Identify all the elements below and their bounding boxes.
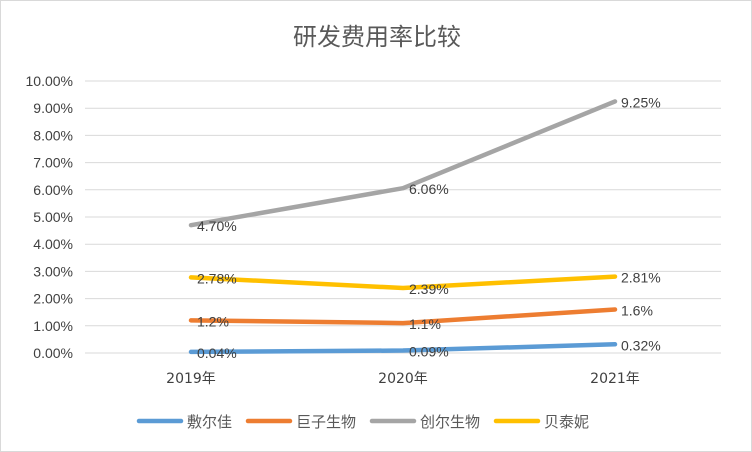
legend-label: 贝泰妮 xyxy=(544,413,589,431)
x-category-label: 2020年 xyxy=(378,371,428,387)
series-lines xyxy=(188,99,618,355)
data-label: 1.6% xyxy=(621,302,653,318)
data-label: 2.81% xyxy=(621,270,661,286)
data-label: 2.39% xyxy=(409,281,449,297)
y-tick-label: 4.00% xyxy=(33,236,73,252)
legend: 敷尔佳 巨子生物 创尔生物 贝泰妮 xyxy=(136,413,589,431)
y-tick-label: 6.00% xyxy=(33,182,73,198)
data-label: 4.70% xyxy=(197,218,237,234)
y-tick-label: 9.00% xyxy=(33,100,73,116)
data-label: 0.09% xyxy=(409,344,449,360)
gridlines xyxy=(85,80,721,354)
data-label: 1.1% xyxy=(409,316,441,332)
y-tick-label: 8.00% xyxy=(33,127,73,143)
y-tick-label: 2.00% xyxy=(33,291,73,307)
data-label: 2.78% xyxy=(197,270,237,286)
series-line-3 xyxy=(188,274,618,291)
y-tick-label: 0.00% xyxy=(33,345,73,361)
series-line-0 xyxy=(188,342,618,355)
legend-label: 巨子生物 xyxy=(296,413,356,431)
y-tick-label: 3.00% xyxy=(33,263,73,279)
y-tick-label: 7.00% xyxy=(33,155,73,171)
data-label: 6.06% xyxy=(409,181,449,197)
y-tick-label: 5.00% xyxy=(33,209,73,225)
y-axis-ticks: 0.00% 1.00% 2.00% 3.00% 4.00% 5.00% 6.00% 7.00%… xyxy=(26,73,73,361)
series-line-1 xyxy=(188,307,618,326)
x-category-label: 2021年 xyxy=(590,371,640,387)
data-label: 1.2% xyxy=(197,313,229,329)
data-label: 9.25% xyxy=(621,94,661,110)
y-tick-label: 1.00% xyxy=(33,318,73,334)
series-line-2 xyxy=(188,99,618,228)
legend-label: 创尔生物 xyxy=(420,413,480,431)
data-label: 0.04% xyxy=(197,345,237,361)
data-labels: 0.04% 0.09% 0.32% 1.2% 1.1% 1.6% 4.70% 6.06% 9.2… xyxy=(197,94,661,361)
data-label: 0.32% xyxy=(621,337,661,353)
legend-label: 敷尔佳 xyxy=(187,413,232,431)
x-axis-categories: 2019年 2020年 2021年 xyxy=(166,371,640,387)
y-tick-label: 10.00% xyxy=(26,73,73,89)
x-category-label: 2019年 xyxy=(166,371,216,387)
chart-title: 研发费用率比较 xyxy=(293,23,461,51)
